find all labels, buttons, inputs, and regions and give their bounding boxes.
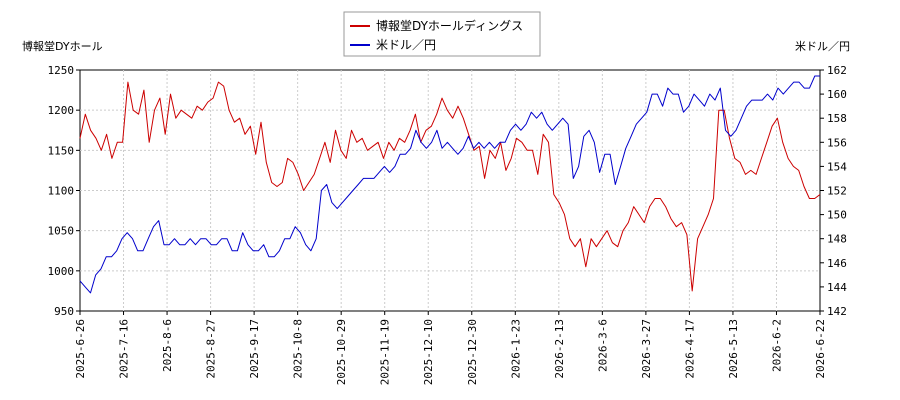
left-axis-title: 博報堂DYホール xyxy=(22,40,103,53)
grid xyxy=(80,70,820,311)
x-tick-label: 2026-3-27 xyxy=(640,319,653,379)
right-tick-label: 158 xyxy=(827,112,847,125)
x-tick-label: 2025-6-26 xyxy=(74,319,87,379)
x-axis: 2025-6-26 2025-7-16 2025-8-6 2025-8-27 2025-… xyxy=(74,311,827,385)
left-tick-label: 1250 xyxy=(48,64,75,77)
left-tick-label: 1100 xyxy=(48,185,75,198)
right-tick-label: 144 xyxy=(827,281,847,294)
legend-label-stock: 博報堂DYホールディングス xyxy=(376,18,523,33)
x-tick-label: 2025-10-8 xyxy=(292,319,305,379)
x-tick-label: 2025-8-6 xyxy=(161,319,174,372)
left-tick-label: 1050 xyxy=(48,225,75,238)
x-tick-label: 2025-9-17 xyxy=(248,319,261,379)
left-tick-label: 1200 xyxy=(48,104,75,117)
x-tick-label: 2025-12-10 xyxy=(422,319,435,385)
right-axis-title: 米ドル／円 xyxy=(795,40,850,53)
left-tick-label: 1000 xyxy=(48,265,75,278)
series-line-stock xyxy=(79,81,821,292)
right-axis: 142 144 146 148 150 152 154 156 158 160 162 xyxy=(820,64,847,318)
right-tick-label: 156 xyxy=(827,136,847,149)
left-tick-label: 1150 xyxy=(48,144,75,157)
x-tick-label: 2025-10-29 xyxy=(335,319,348,385)
x-tick-label: 2025-8-27 xyxy=(205,319,218,379)
legend-label-fx: 米ドル／円 xyxy=(376,38,436,52)
right-tick-label: 162 xyxy=(827,64,847,77)
x-tick-label: 2026-2-13 xyxy=(553,319,566,379)
x-tick-label: 2025-7-16 xyxy=(118,319,131,379)
x-tick-label: 2026-3-6 xyxy=(596,319,609,372)
x-tick-label: 2026-4-17 xyxy=(683,319,696,379)
right-tick-label: 150 xyxy=(827,209,847,222)
right-tick-label: 146 xyxy=(827,257,847,270)
x-tick-label: 2026-6-2 xyxy=(770,319,783,372)
legend-box xyxy=(343,11,541,57)
right-tick-label: 160 xyxy=(827,88,847,101)
right-tick-label: 142 xyxy=(827,305,847,318)
left-tick-label: 950 xyxy=(54,305,74,318)
right-tick-label: 152 xyxy=(827,185,847,198)
series-line-fx xyxy=(79,75,820,294)
x-tick-label: 2026-5-13 xyxy=(727,319,740,379)
legend: 博報堂DYホールディングス 米ドル／円 xyxy=(343,11,541,57)
left-axis: 950 1000 1050 1100 1150 1200 1250 xyxy=(48,64,80,318)
right-tick-label: 148 xyxy=(827,233,847,246)
right-tick-label: 154 xyxy=(827,160,847,173)
series-layer xyxy=(79,75,821,294)
x-tick-label: 2026-1-23 xyxy=(509,319,522,379)
x-tick-label: 2025-12-30 xyxy=(466,319,479,385)
x-tick-label: 2026-6-22 xyxy=(814,319,827,379)
x-tick-label: 2025-11-19 xyxy=(379,319,392,385)
